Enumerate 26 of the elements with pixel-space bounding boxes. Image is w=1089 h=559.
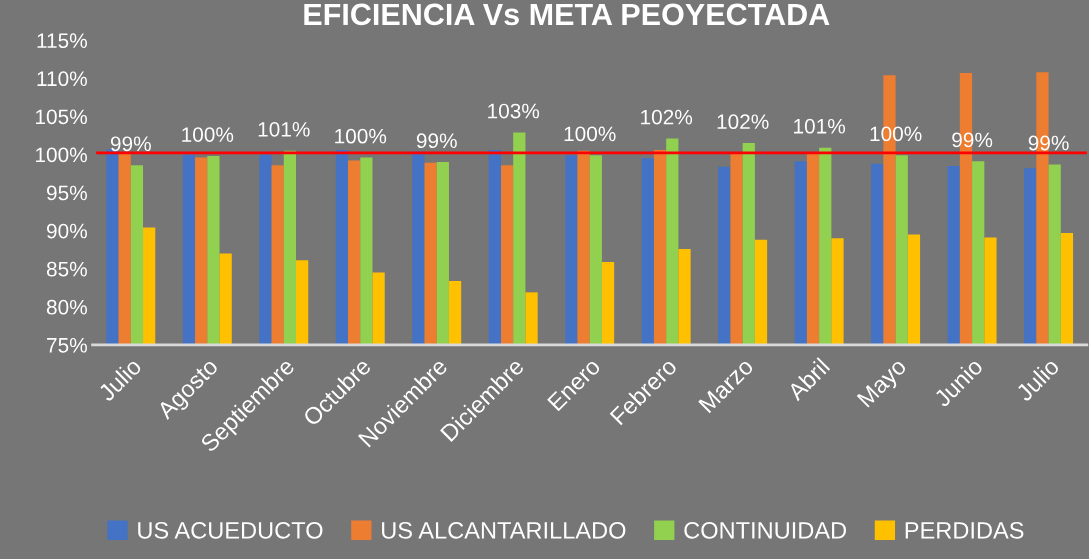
data-label: 101% bbox=[258, 121, 310, 137]
y-tick-label: 115% bbox=[37, 33, 87, 48]
y-tick-label: 75% bbox=[47, 338, 87, 353]
y-tick-label: 110% bbox=[37, 71, 87, 87]
y-tick-label: 100% bbox=[36, 147, 87, 163]
x-tick-label: Julio bbox=[96, 356, 143, 403]
data-label: 100% bbox=[564, 126, 616, 142]
legend-label: CONTINUIDAD bbox=[684, 521, 846, 539]
y-tick-label: 85% bbox=[46, 261, 87, 277]
data-label: 101% bbox=[794, 118, 846, 134]
data-label: 100% bbox=[335, 128, 387, 144]
data-label: 102% bbox=[717, 114, 769, 130]
data-label: 99% bbox=[110, 136, 151, 152]
legend-label: US ACUEDUCTO bbox=[138, 521, 323, 539]
y-tick-label: 95% bbox=[46, 185, 87, 201]
chart-title: EFICIENCIA Vs META PEOYECTADA bbox=[304, 3, 830, 26]
y-tick-label: 90% bbox=[46, 223, 87, 239]
y-tick-label: 105% bbox=[36, 109, 87, 125]
y-tick-label: 80% bbox=[46, 299, 87, 315]
legend-label: US ALCANTARILLADO bbox=[382, 521, 626, 539]
legend-label: PERDIDAS bbox=[905, 521, 1024, 539]
data-label: 102% bbox=[641, 109, 693, 125]
data-label: 99% bbox=[416, 133, 457, 149]
data-label: 100% bbox=[182, 127, 234, 142]
data-label: 103% bbox=[488, 103, 540, 119]
x-tick-label: Julio bbox=[1014, 356, 1061, 403]
